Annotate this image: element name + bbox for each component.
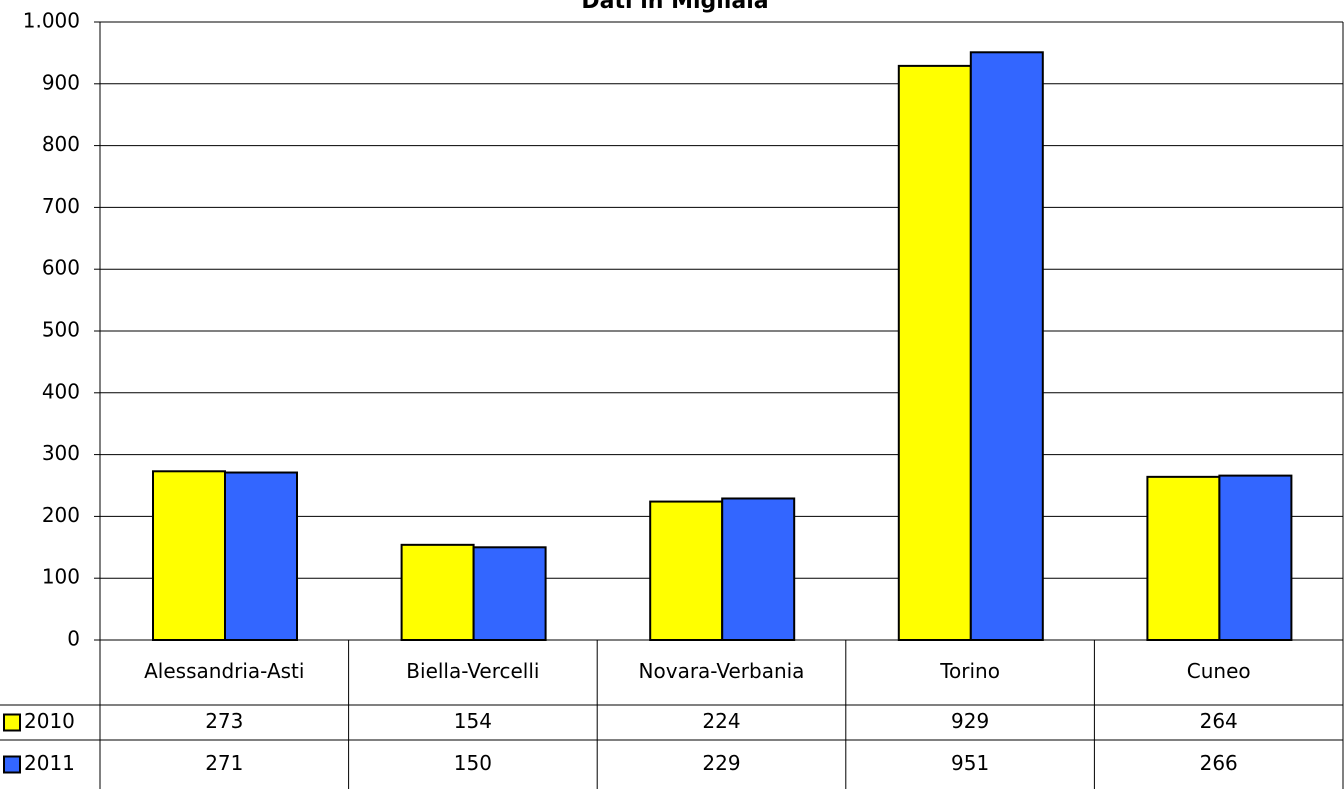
y-tick-label: 800 — [42, 132, 80, 156]
y-tick-label: 600 — [42, 256, 80, 280]
chart-title: Dati in Migliaia — [581, 0, 768, 14]
bar — [649, 500, 724, 641]
bar — [400, 543, 475, 641]
table-value: 266 — [1200, 751, 1238, 775]
y-tick-label: 500 — [42, 318, 80, 342]
y-tick-label: 0 — [67, 627, 80, 651]
table-value: 929 — [951, 709, 989, 733]
table-value: 150 — [454, 751, 492, 775]
y-tick-label: 100 — [42, 565, 80, 589]
bar — [1218, 474, 1293, 641]
legend-swatch — [3, 713, 21, 732]
category-label: Alessandria-Asti — [144, 659, 304, 683]
y-tick-label: 900 — [42, 70, 80, 94]
category-label: Torino — [939, 659, 1000, 683]
bar — [969, 51, 1044, 642]
table-value: 951 — [951, 751, 989, 775]
y-tick-label: 300 — [42, 441, 80, 465]
legend-swatch — [3, 755, 21, 774]
bar — [472, 546, 547, 641]
y-tick-label: 400 — [42, 379, 80, 403]
table-value: 229 — [702, 751, 740, 775]
y-tick-label: 1.000 — [23, 9, 80, 33]
bar — [897, 64, 972, 642]
bar — [152, 470, 226, 642]
category-label: Cuneo — [1187, 659, 1251, 683]
y-tick-label: 700 — [42, 194, 80, 218]
category-label: Biella-Vercelli — [406, 659, 539, 683]
bar — [224, 471, 298, 641]
table-value: 224 — [702, 709, 740, 733]
table-value: 154 — [454, 709, 492, 733]
legend-label: 2011 — [24, 751, 75, 775]
legend-label: 2010 — [24, 709, 75, 733]
table-value: 264 — [1200, 709, 1238, 733]
table-value: 271 — [205, 751, 243, 775]
bar — [721, 497, 796, 641]
table-value: 273 — [205, 709, 243, 733]
bar — [1146, 475, 1221, 641]
y-tick-label: 200 — [42, 503, 80, 527]
category-label: Novara-Verbania — [639, 659, 805, 683]
